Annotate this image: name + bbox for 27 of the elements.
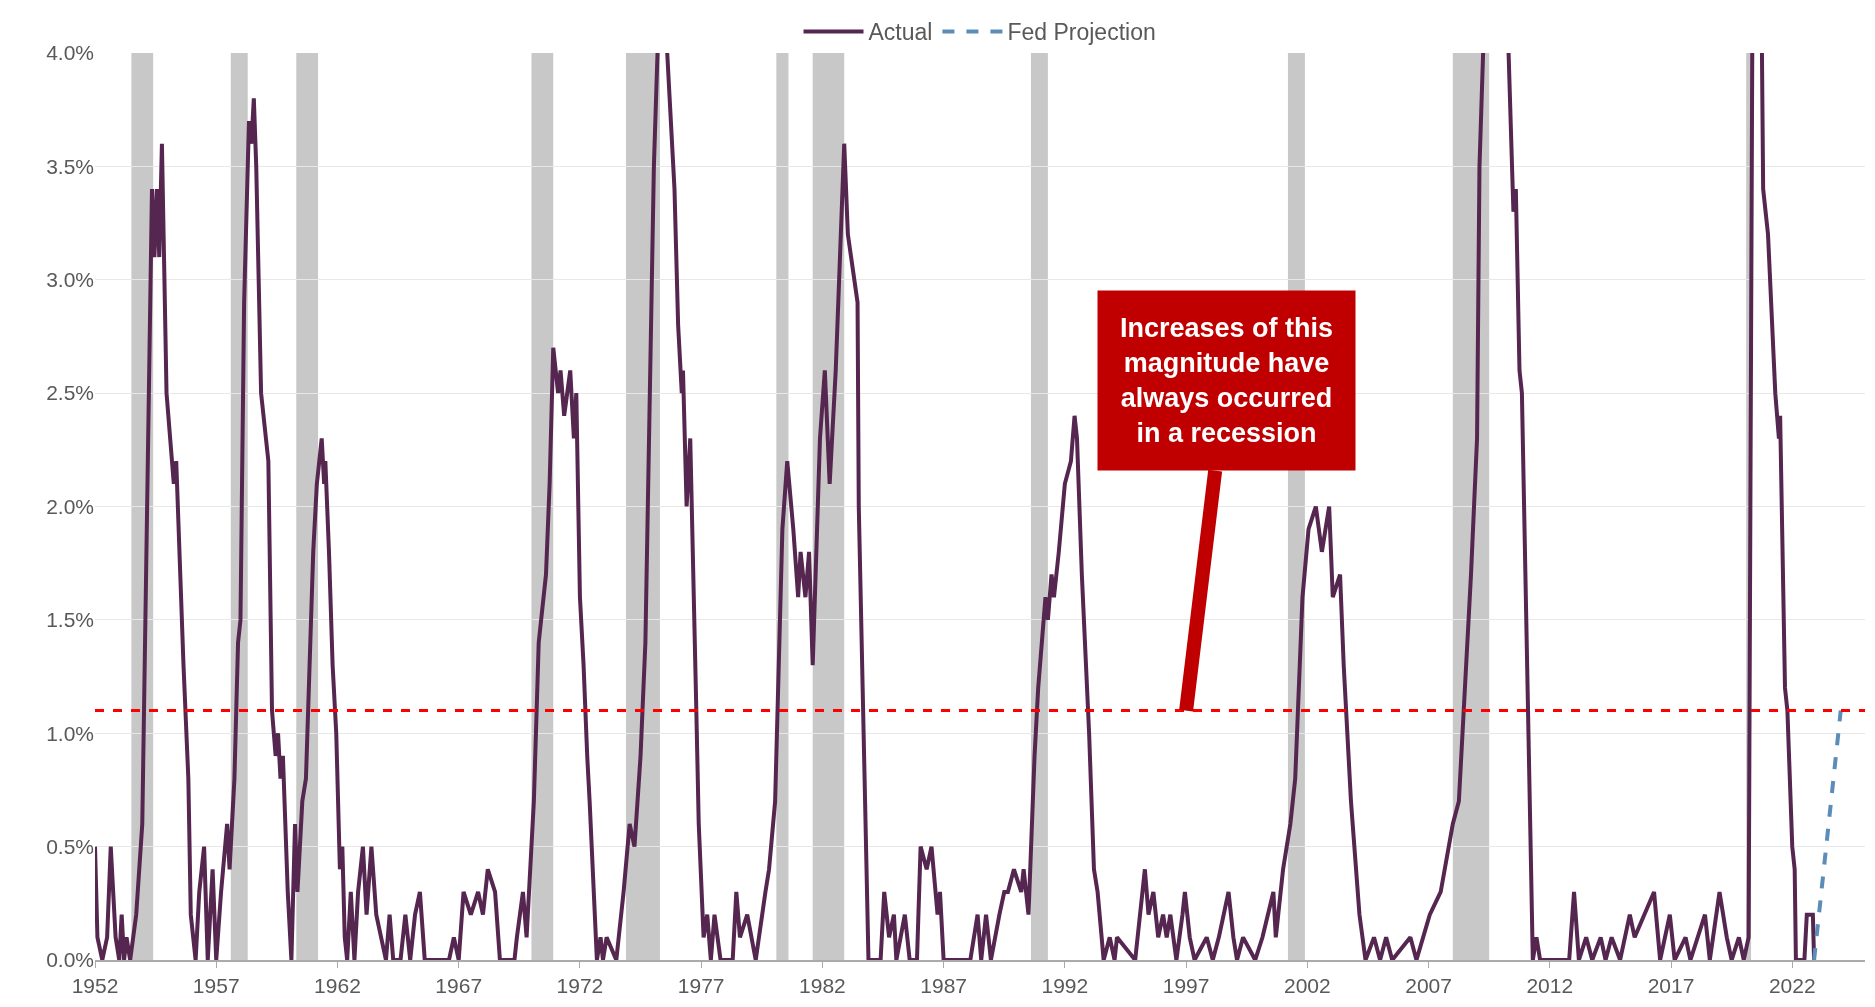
x-tick-label: 1982 (799, 974, 846, 998)
x-tick-label: 1997 (1162, 974, 1210, 998)
legend-label: Actual (868, 19, 933, 46)
y-tick-label: 1.5% (46, 608, 94, 632)
x-tick-label: 2007 (1405, 974, 1452, 998)
x-tick-label: 2022 (1768, 974, 1816, 998)
y-tick-label: 1.0% (46, 721, 94, 745)
y-tick-label: 2.5% (46, 381, 94, 405)
x-tick-label: 2002 (1283, 974, 1331, 998)
y-tick-label: 2.0% (46, 494, 94, 518)
annotation: Increases of this magnitude have always occurred in a recession (1120, 313, 1334, 449)
x-tick-label: 1967 (435, 974, 483, 998)
x-tick-label: 1962 (314, 974, 361, 998)
y-tick-label: 4.0% (46, 41, 94, 65)
x-tick-label: 1992 (1041, 974, 1089, 998)
x-tick-label: 2012 (1526, 974, 1574, 998)
x-tick-label: 2017 (1647, 974, 1695, 998)
x-tick-label: 1972 (556, 974, 604, 998)
y-tick-label: 0.0% (46, 948, 94, 972)
y-tick-label: 0.5% (46, 834, 94, 858)
x-tick-label: 1952 (71, 974, 119, 998)
y-tick-label: 3.5% (46, 154, 94, 178)
legend-label: Fed Projection (1007, 19, 1156, 46)
y-tick-label: 3.0% (46, 268, 94, 292)
x-tick-label: 1957 (192, 974, 240, 998)
x-tick-label: 1987 (920, 974, 967, 998)
x-tick-label: 1977 (677, 974, 725, 998)
